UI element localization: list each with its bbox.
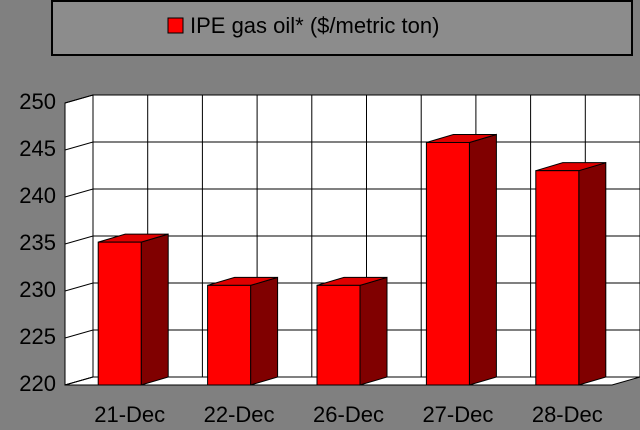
y-tick-label: 230 xyxy=(19,277,56,302)
legend-box xyxy=(51,0,633,56)
y-tick-label: 220 xyxy=(19,371,56,396)
x-tick-label: 27-Dec xyxy=(422,402,493,427)
y-tick-label: 225 xyxy=(19,324,56,349)
y-tick-label: 245 xyxy=(19,136,56,161)
y-tick-label: 235 xyxy=(19,230,56,255)
bar-side xyxy=(359,276,388,386)
x-tick-label: 26-Dec xyxy=(313,402,384,427)
x-tick-label: 28-Dec xyxy=(532,402,603,427)
y-tick-label: 240 xyxy=(19,183,56,208)
x-tick-label: 22-Dec xyxy=(204,402,275,427)
legend-swatch xyxy=(167,17,184,34)
grid-line xyxy=(64,94,640,104)
bar-side xyxy=(140,233,169,386)
bar-side xyxy=(468,133,497,386)
y-tick-label: 250 xyxy=(19,89,56,114)
bar xyxy=(207,284,252,386)
bar xyxy=(316,284,361,386)
x-tick-label: 21-Dec xyxy=(94,402,165,427)
bar xyxy=(97,241,142,386)
bar xyxy=(425,141,470,386)
bar xyxy=(535,170,580,386)
legend-label: IPE gas oil* ($/metric ton) xyxy=(190,13,439,38)
bar-side xyxy=(578,162,607,386)
bar-side xyxy=(250,276,279,386)
